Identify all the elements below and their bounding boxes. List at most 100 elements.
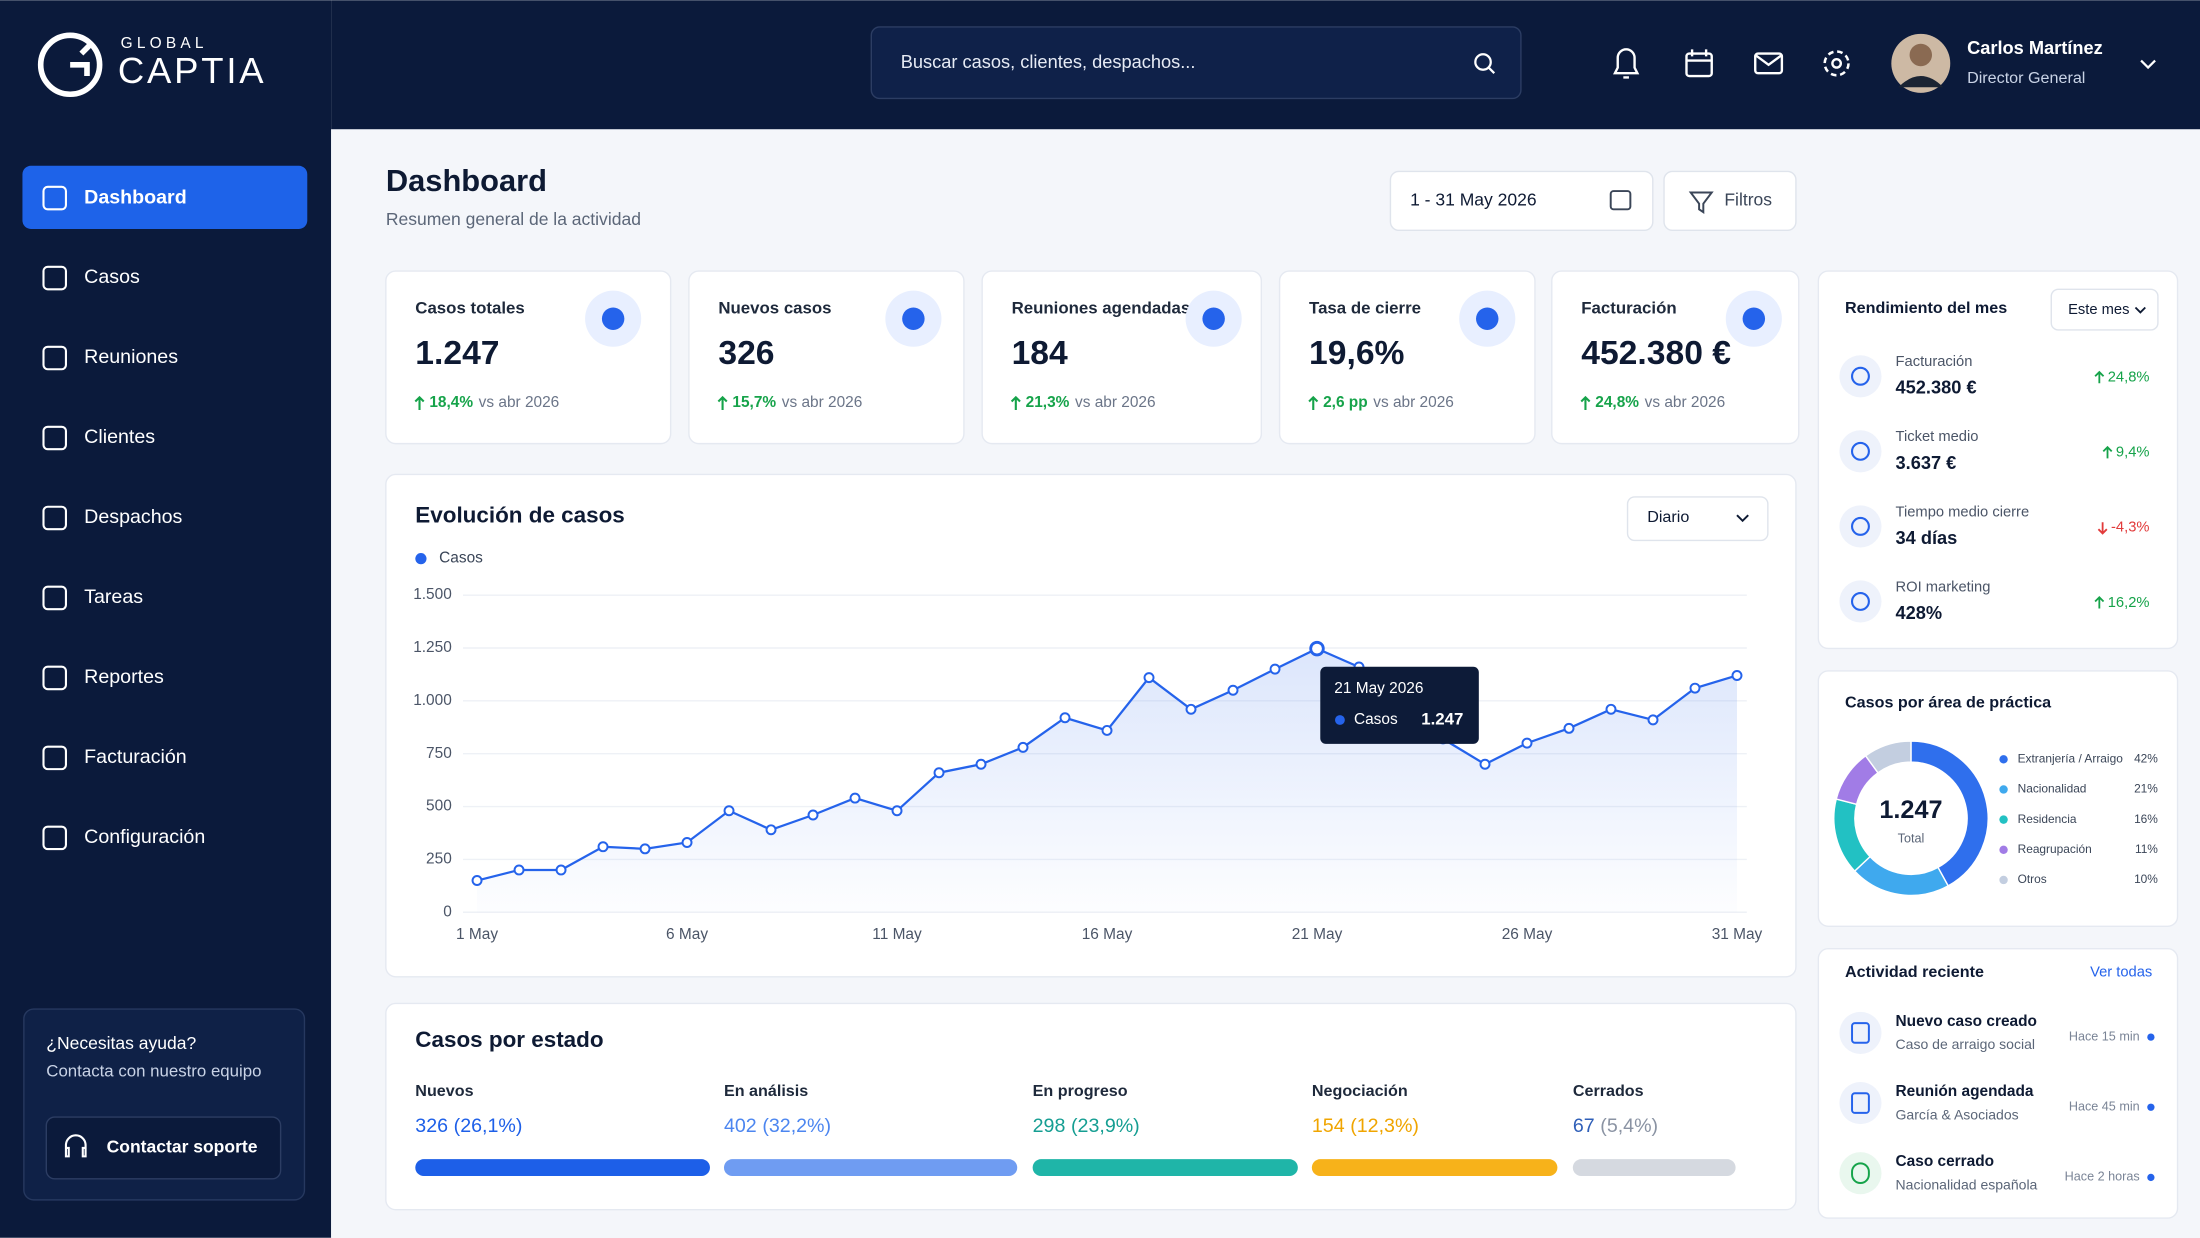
point [807, 809, 819, 821]
period-chevron [2134, 306, 2146, 314]
settings-icon-center [1831, 57, 1843, 69]
legend-marker [1999, 785, 2008, 794]
activity-time: Hace 2 horas [2065, 1170, 2140, 1184]
metric-change: 9,4% [2116, 445, 2150, 461]
kpi-arrow [1308, 395, 1319, 410]
nav-item[interactable]: Dashboard [84, 186, 187, 208]
legend-marker [1999, 755, 2008, 764]
point [1227, 684, 1239, 696]
logo-g [70, 43, 92, 77]
user-menu-chevron[interactable] [2140, 59, 2156, 70]
avatar-head [1909, 43, 1933, 67]
nav-item[interactable]: Reuniones [84, 346, 178, 368]
nav-icon [42, 825, 67, 851]
period-select[interactable] [2050, 288, 2159, 331]
kpi-arrow [1010, 395, 1021, 410]
nav-item[interactable]: Clientes [84, 426, 155, 448]
activity-icon [1851, 1092, 1870, 1114]
nav-icon [42, 745, 67, 771]
bell-icon[interactable] [1612, 48, 1640, 79]
view-all-link[interactable]: Ver todas [2090, 964, 2152, 980]
filters-button[interactable] [1663, 170, 1797, 232]
filters-label[interactable]: Filtros [1724, 190, 1772, 210]
status-count: 154 [1312, 1115, 1345, 1137]
mail-icon-flap [1754, 54, 1783, 67]
tooltip-label: Casos [1354, 711, 1398, 728]
search-icon [1474, 53, 1492, 71]
legend-label: Otros [2018, 872, 2047, 886]
support-button-label[interactable]: Contactar soporte [107, 1137, 258, 1157]
nav-icon [42, 185, 67, 211]
activity-time: Hace 45 min [2069, 1100, 2140, 1114]
nav-item[interactable]: Facturación [84, 746, 187, 768]
metric-value: 3.637 € [1896, 452, 1957, 473]
nav-item[interactable]: Casos [84, 266, 140, 288]
point [1731, 670, 1743, 681]
point [723, 805, 735, 817]
nav-item[interactable]: Configuración [84, 826, 205, 848]
activity-detail: García & Asociados [1896, 1106, 2019, 1122]
avatar-body [1898, 76, 1944, 88]
date-picker[interactable] [1389, 170, 1654, 232]
section-title: Casos por estado [415, 1027, 603, 1052]
metric-label: Facturación [1896, 354, 1973, 370]
status-label: En análisis [724, 1082, 808, 1100]
status-share: (32,2%) [762, 1115, 831, 1137]
point [849, 792, 861, 804]
metric-value: 428% [1896, 602, 1943, 623]
status-count: 402 [724, 1115, 757, 1137]
metric-change: -4,3% [2111, 520, 2149, 536]
period-select[interactable] [1626, 496, 1769, 542]
point [975, 758, 987, 770]
kpi-arrow [1580, 395, 1591, 410]
point [1605, 703, 1617, 715]
tooltip-date: 21 May 2026 [1334, 680, 1423, 697]
kpi-arrow [414, 395, 425, 410]
card [1817, 270, 2179, 650]
period-label[interactable]: Diario [1647, 508, 1689, 526]
donut-segment [1864, 740, 1912, 774]
nav-active[interactable] [22, 165, 308, 229]
metric-arrow [2102, 445, 2113, 459]
point [1689, 682, 1701, 694]
point [597, 841, 609, 853]
mail-icon[interactable] [1754, 52, 1784, 75]
user-role: Director General [1967, 69, 2085, 87]
card [1817, 670, 2179, 927]
nav-item[interactable]: Despachos [84, 506, 182, 528]
metric-arrow [2094, 370, 2105, 384]
nav-icon [42, 505, 67, 531]
point [933, 767, 945, 779]
y-tick-label: 1.000 [413, 692, 452, 709]
legend-value: 11% [2135, 842, 2158, 856]
calendar-icon[interactable] [1685, 52, 1713, 78]
activity-title: Nuevo caso creado [1896, 1013, 2037, 1030]
search-box[interactable] [870, 26, 1522, 100]
point [1101, 724, 1113, 736]
nav-item[interactable]: Tareas [84, 586, 143, 608]
legend-label: Casos [439, 550, 483, 567]
point [555, 864, 567, 876]
point [1521, 737, 1533, 749]
nav-item[interactable]: Reportes [84, 666, 164, 688]
point [765, 824, 777, 836]
nav-icon [42, 345, 67, 371]
y-tick-label: 1.250 [413, 639, 452, 656]
area [477, 648, 1737, 913]
kpi-label: Reuniones agendadas [1012, 298, 1191, 317]
status-share: (23,9%) [1071, 1115, 1140, 1137]
logo-ring [37, 32, 103, 98]
status-bar [723, 1159, 1018, 1177]
support-button[interactable] [45, 1116, 282, 1180]
point [891, 805, 903, 817]
kpi-label: Tasa de cierre [1309, 298, 1421, 317]
x-tick-label: 31 May [1712, 926, 1763, 943]
legend-value: 42% [2134, 751, 2158, 765]
kpi-icon [1476, 307, 1499, 330]
legend-marker [1999, 875, 2008, 885]
status-count: 67 [1573, 1115, 1595, 1137]
point [681, 837, 693, 848]
nav-icon [42, 265, 67, 291]
status-label: Cerrados [1573, 1082, 1644, 1100]
period-label[interactable]: Este mes [2068, 302, 2129, 318]
